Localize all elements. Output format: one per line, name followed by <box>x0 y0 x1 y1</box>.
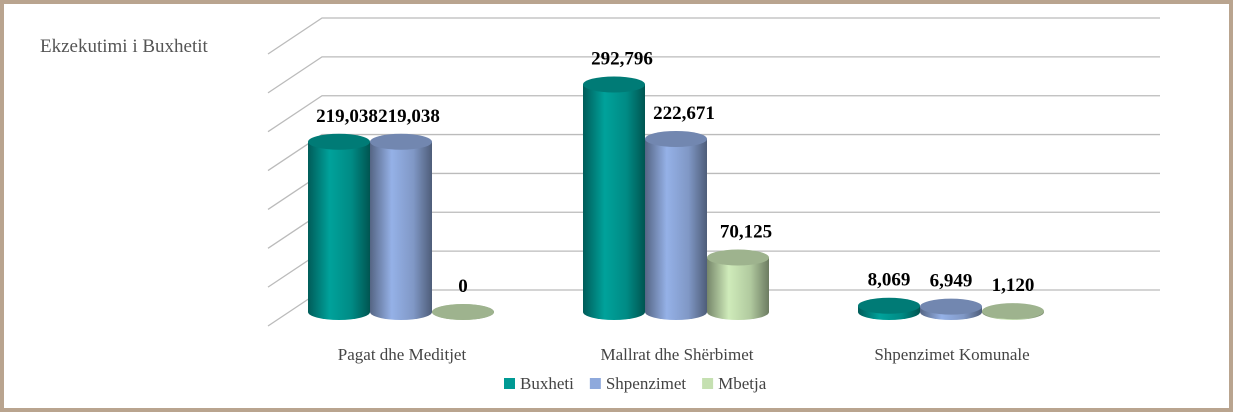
data-label: 70,125 <box>720 222 772 243</box>
cylinder-bottom <box>707 304 769 320</box>
cylinder-top <box>308 133 370 150</box>
data-label: 0 <box>458 276 468 297</box>
legend-swatch <box>589 378 601 389</box>
data-label: 6,949 <box>930 271 973 292</box>
cylinder-top <box>982 303 1044 320</box>
cylinder <box>370 133 432 320</box>
cylinder <box>920 298 982 320</box>
cylinder <box>308 133 370 320</box>
grid-line <box>267 17 1160 55</box>
chart-title: Ekzekutimi i Buxhetit <box>40 36 209 57</box>
cylinder <box>583 76 645 320</box>
grid-line <box>267 133 1160 172</box>
cylinder-top <box>707 249 769 266</box>
legend-label: Shpenzimet <box>606 374 687 393</box>
cylinder-top <box>645 130 707 147</box>
cylinder <box>858 297 920 320</box>
cylinder-bottom <box>645 304 707 320</box>
data-label: 1,120 <box>992 275 1035 296</box>
cylinder <box>982 303 1044 320</box>
cylinder-body <box>707 257 769 312</box>
cylinder-top <box>920 298 982 315</box>
cylinder-bottom <box>583 304 645 320</box>
cylinder <box>645 130 707 320</box>
legend-swatch <box>702 378 714 389</box>
cylinder-top <box>432 304 494 320</box>
legend-label: Mbetja <box>718 374 767 393</box>
x-tick-label: Shpenzimet Komunale <box>874 345 1029 364</box>
grid-line <box>267 56 1160 94</box>
cylinder-body <box>370 141 432 312</box>
data-label: 292,796 <box>591 48 653 69</box>
data-label: 8,069 <box>868 270 911 291</box>
cylinder-top <box>858 297 920 314</box>
legend-swatch <box>504 378 515 389</box>
x-tick-label: Pagat dhe Meditjet <box>338 345 467 364</box>
x-tick-label: Mallrat dhe Shërbimet <box>601 345 754 364</box>
cylinder-body <box>583 84 645 312</box>
cylinder <box>707 249 769 320</box>
legend-label: Buxheti <box>520 374 574 393</box>
data-label: 219,038 <box>316 106 378 127</box>
cylinder-body <box>308 141 370 312</box>
cylinder-top <box>583 76 645 93</box>
cylinder-bottom <box>370 304 432 320</box>
chart: Ekzekutimi i Buxhetit Pagat dhe Meditjet… <box>40 17 1160 393</box>
cylinder-body <box>645 138 707 312</box>
cylinder <box>432 304 494 320</box>
data-label: 219,038 <box>378 106 440 127</box>
cylinder-bottom <box>308 304 370 320</box>
grid-line <box>267 95 1160 133</box>
cylinder-top <box>370 133 432 150</box>
data-label: 222,671 <box>653 103 715 124</box>
